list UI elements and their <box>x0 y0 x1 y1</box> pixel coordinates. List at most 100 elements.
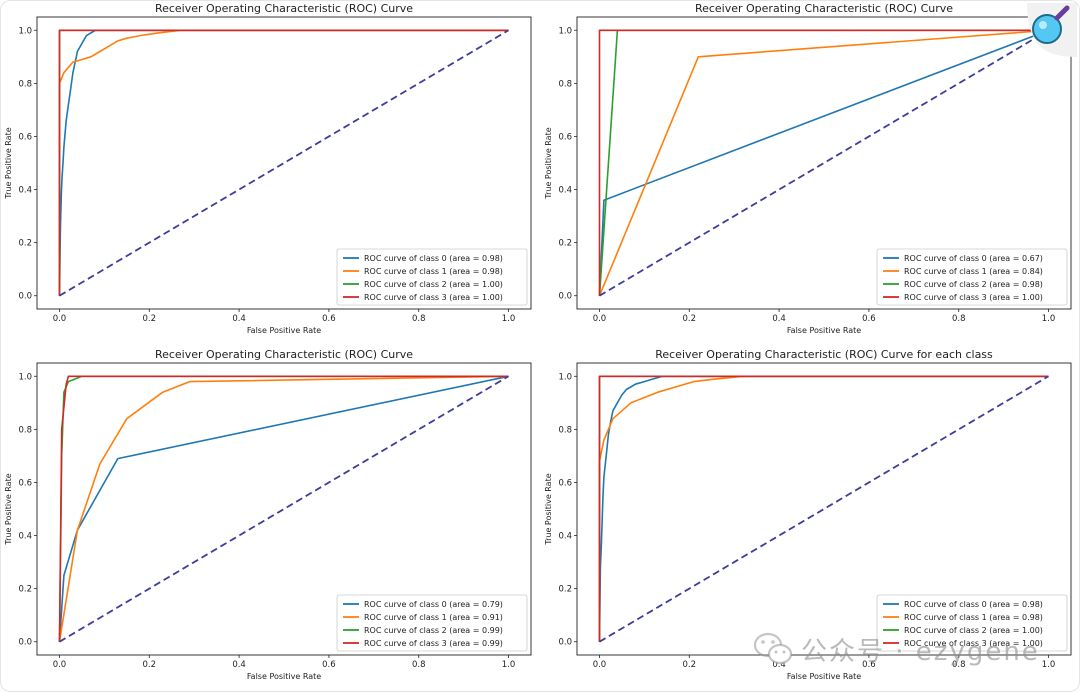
x-tick-label: 0.8 <box>412 660 426 670</box>
x-tick-label: 0.0 <box>593 660 607 670</box>
legend-entry: ROC curve of class 2 (area = 0.98) <box>904 280 1043 289</box>
y-axis-label: True Positive Rate <box>4 127 13 199</box>
y-tick-label: 0.6 <box>18 478 32 488</box>
x-tick-label: 0.2 <box>143 660 157 670</box>
chart-title: Receiver Operating Characteristic (ROC) … <box>655 348 993 361</box>
y-tick-label: 0.8 <box>18 425 32 435</box>
x-tick-label: 0.4 <box>232 660 246 670</box>
x-tick-label: 1.0 <box>1042 314 1056 324</box>
y-tick-label: 0.6 <box>18 132 32 142</box>
legend-entry: ROC curve of class 2 (area = 0.99) <box>364 626 503 635</box>
x-tick-label: 1.0 <box>1042 660 1056 670</box>
legend-entry: ROC curve of class 3 (area = 1.00) <box>904 639 1043 648</box>
x-tick-label: 0.8 <box>412 314 426 324</box>
chance-diagonal-line <box>58 29 510 297</box>
roc-line-class-1 <box>598 29 1049 297</box>
roc-line-class-3 <box>598 375 1049 642</box>
legend-box <box>336 594 528 652</box>
legend-entry: ROC curve of class 0 (area = 0.98) <box>904 600 1043 609</box>
y-tick-label: 0.8 <box>18 79 32 89</box>
x-tick-label: 0.2 <box>683 314 697 324</box>
x-axis-label: False Positive Rate <box>247 326 321 335</box>
chart-title: Receiver Operating Characteristic (ROC) … <box>695 2 953 15</box>
y-tick-label: 0.0 <box>18 292 32 302</box>
series-group <box>58 375 510 643</box>
legend-entry: ROC curve of class 3 (area = 1.00) <box>364 293 503 302</box>
legend-box <box>876 594 1068 652</box>
roc-line-class-3 <box>598 29 1049 296</box>
x-tick-label: 0.6 <box>862 314 876 324</box>
x-axis-label: False Positive Rate <box>787 672 861 681</box>
x-tick-label: 0.2 <box>683 660 697 670</box>
y-tick-label: 0.2 <box>558 585 572 595</box>
y-axis-label: True Positive Rate <box>544 127 553 199</box>
series-group <box>598 375 1050 643</box>
x-tick-label: 0.0 <box>593 314 607 324</box>
x-tick-label: 0.4 <box>232 314 246 324</box>
legend-entry: ROC curve of class 1 (area = 0.84) <box>904 267 1043 276</box>
x-tick-label: 0.0 <box>53 660 67 670</box>
x-axis-label: False Positive Rate <box>247 672 321 681</box>
x-tick-label: 0.2 <box>143 314 157 324</box>
y-tick-label: 1.0 <box>18 26 32 36</box>
y-tick-label: 0.8 <box>558 425 572 435</box>
roc-chart-bottom-right: Receiver Operating Characteristic (ROC) … <box>544 348 1072 681</box>
chance-diagonal-line <box>598 375 1050 643</box>
y-tick-label: 0.8 <box>558 79 572 89</box>
x-tick-label: 0.4 <box>772 314 786 324</box>
y-tick-label: 0.4 <box>18 186 32 196</box>
legend-box <box>876 248 1068 306</box>
legend-entry: ROC curve of class 1 (area = 0.98) <box>904 613 1043 622</box>
y-tick-label: 0.2 <box>558 239 572 249</box>
magnifier-icon[interactable] <box>1017 3 1077 57</box>
roc-line-class-3 <box>58 375 509 642</box>
x-tick-label: 0.0 <box>53 314 67 324</box>
chart-title: Receiver Operating Characteristic (ROC) … <box>155 348 413 361</box>
x-tick-label: 0.6 <box>862 660 876 670</box>
legend-entry: ROC curve of class 0 (area = 0.79) <box>364 600 503 609</box>
y-axis-label: True Positive Rate <box>4 473 13 545</box>
roc-line-class-1 <box>598 375 1049 642</box>
legend-entry: ROC curve of class 2 (area = 1.00) <box>904 626 1043 635</box>
y-tick-label: 1.0 <box>18 372 32 382</box>
roc-chart-top-left: Receiver Operating Characteristic (ROC) … <box>4 2 532 335</box>
y-tick-label: 0.6 <box>558 478 572 488</box>
series-group <box>598 29 1050 297</box>
x-axis-label: False Positive Rate <box>787 326 861 335</box>
legend-entry: ROC curve of class 3 (area = 0.99) <box>364 639 503 648</box>
y-tick-label: 0.6 <box>558 132 572 142</box>
roc-line-class-1 <box>58 375 509 642</box>
y-tick-label: 0.2 <box>18 585 32 595</box>
y-tick-label: 0.4 <box>558 532 572 542</box>
legend-entry: ROC curve of class 3 (area = 1.00) <box>904 293 1043 302</box>
roc-line-class-0 <box>598 375 1049 642</box>
roc-line-class-1 <box>58 29 509 296</box>
y-tick-label: 0.0 <box>18 638 32 648</box>
chart-title: Receiver Operating Characteristic (ROC) … <box>155 2 413 15</box>
y-tick-label: 1.0 <box>558 26 572 36</box>
x-tick-label: 0.8 <box>952 314 966 324</box>
series-group <box>58 29 510 297</box>
y-tick-label: 0.2 <box>18 239 32 249</box>
legend-entry: ROC curve of class 1 (area = 0.98) <box>364 267 503 276</box>
watermark-text: 公众号 · ezygene <box>801 636 1040 667</box>
x-tick-label: 0.6 <box>322 314 336 324</box>
chance-diagonal-line <box>58 375 510 643</box>
wechat-icon <box>753 632 793 665</box>
roc-line-class-0 <box>58 29 509 296</box>
y-tick-label: 1.0 <box>558 372 572 382</box>
legend-entry: ROC curve of class 0 (area = 0.67) <box>904 254 1043 263</box>
y-axis-label: True Positive Rate <box>544 473 553 545</box>
x-tick-label: 0.4 <box>772 660 786 670</box>
chance-diagonal-line <box>598 29 1050 297</box>
roc-chart-top-right: Receiver Operating Characteristic (ROC) … <box>544 2 1072 335</box>
legend-entry: ROC curve of class 2 (area = 1.00) <box>364 280 503 289</box>
x-tick-label: 1.0 <box>502 314 516 324</box>
legend-entry: ROC curve of class 0 (area = 0.98) <box>364 254 503 263</box>
legend-entry: ROC curve of class 1 (area = 0.91) <box>364 613 503 622</box>
y-tick-label: 0.4 <box>18 532 32 542</box>
y-tick-label: 0.0 <box>558 638 572 648</box>
watermark: 公众号 · ezygene <box>753 629 1040 669</box>
x-tick-label: 0.6 <box>322 660 336 670</box>
